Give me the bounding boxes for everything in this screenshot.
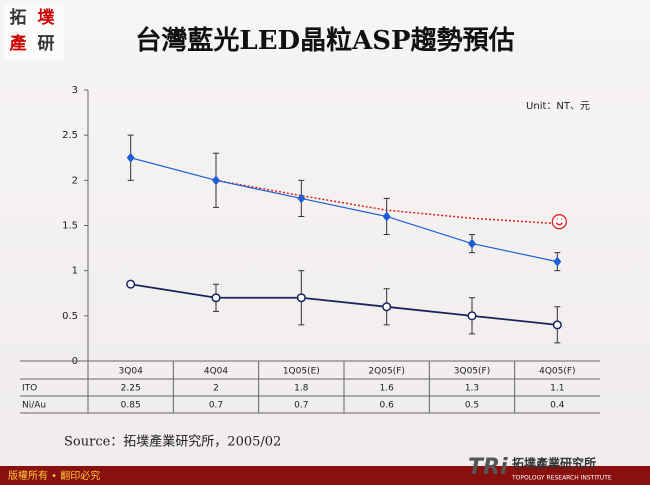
logo: 拓 墣 產 研	[4, 4, 64, 60]
x-tick-label: 3Q05(F)	[454, 367, 490, 377]
logo-char: 拓	[10, 8, 27, 28]
table-cell: 2.25	[121, 384, 141, 394]
table-cell: 0.85	[121, 401, 141, 411]
table-cell: 0.7	[294, 401, 308, 411]
x-tick-label: 1Q05(E)	[283, 367, 320, 377]
smiley	[555, 218, 563, 226]
table-cell: 0.5	[465, 401, 479, 411]
brand-mark: TRi	[468, 455, 508, 480]
y-tick-label: 0.5	[62, 311, 78, 322]
table-cell: 1.8	[294, 384, 309, 394]
point	[382, 302, 392, 312]
footer-text: 版權所有 • 翻印必究	[8, 469, 100, 482]
y-tick-label: 3	[72, 85, 78, 96]
point	[468, 238, 476, 249]
table-cell: 2	[213, 384, 219, 394]
logo-char: 研	[38, 34, 55, 54]
footer-bar	[0, 466, 650, 485]
unit-label: Unit：NT、元	[526, 101, 590, 112]
x-tick-label: 4Q04	[204, 367, 229, 377]
logo-char: 墣	[38, 8, 55, 28]
table-cell: 1.3	[465, 384, 479, 394]
y-tick-label: 2.5	[62, 130, 78, 141]
brand-english: TOPOLOGY RESEARCH INSTITUTE	[511, 475, 612, 482]
point	[212, 175, 220, 186]
point	[297, 193, 306, 204]
point	[126, 279, 136, 289]
table-cell: 1.1	[550, 384, 564, 394]
y-tick-label: 1	[72, 266, 78, 277]
table-row-label: Ni/Au	[22, 401, 46, 411]
table-cell: 0.4	[550, 401, 565, 411]
point	[382, 211, 391, 222]
point	[126, 152, 135, 163]
table-cell: 0.6	[380, 401, 395, 411]
source: Source：拓墣產業研究所，2005/02	[64, 434, 281, 450]
point	[552, 320, 562, 330]
point	[467, 311, 477, 321]
point	[296, 293, 306, 303]
y-tick-label: 1.5	[62, 221, 78, 232]
series-line	[130, 283, 558, 326]
x-tick-label: 3Q04	[119, 367, 144, 377]
x-tick-label: 2Q05(F)	[368, 367, 404, 377]
table-cell: 1.6	[380, 384, 395, 394]
point	[553, 256, 562, 267]
smiley	[551, 214, 567, 230]
chart-title: 台灣藍光LED晶粒ASP趨勢預估	[135, 25, 514, 56]
y-tick-label: 2	[72, 175, 78, 186]
x-tick-label: 4Q05(F)	[539, 367, 575, 377]
point	[211, 293, 221, 303]
table-cell: 0.7	[209, 401, 223, 411]
logo-char: 產	[10, 33, 27, 54]
brand-name: 拓墣產業研究所	[512, 456, 596, 471]
table-row-label: ITO	[22, 384, 37, 394]
series-line	[130, 157, 558, 263]
